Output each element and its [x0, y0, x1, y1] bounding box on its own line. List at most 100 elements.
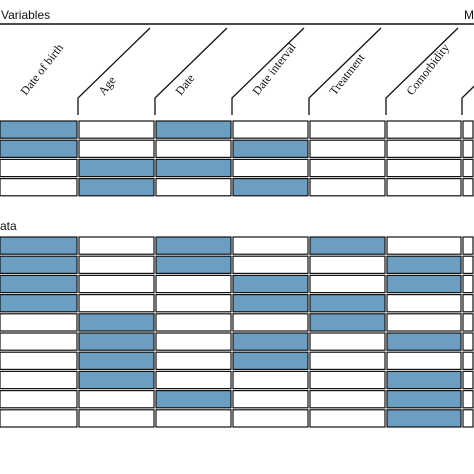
cell-empty — [462, 390, 474, 409]
column-label: Date interval — [249, 40, 299, 98]
cell-filled — [155, 390, 232, 409]
column-label: Date of birth — [17, 41, 66, 98]
cell-empty — [0, 332, 78, 351]
cell-filled — [309, 236, 386, 255]
column-label: Treatment — [326, 50, 368, 98]
cell-empty — [462, 158, 474, 178]
cell-filled — [386, 409, 462, 428]
cell-filled — [386, 370, 462, 390]
cell-empty — [78, 139, 155, 158]
cell-empty — [78, 409, 155, 428]
cell-empty — [462, 139, 474, 158]
cell-empty — [0, 178, 78, 197]
cell-filled — [232, 351, 309, 371]
cell-empty — [155, 351, 232, 371]
cell-filled — [309, 294, 386, 313]
cell-filled — [0, 294, 78, 313]
column-header-labels: Date of birth Age Date Date interval Treatme… — [17, 40, 452, 98]
cell-filled — [78, 178, 155, 197]
cell-empty — [78, 255, 155, 275]
column-divider — [154, 27, 228, 115]
cell-empty — [232, 255, 309, 275]
cell-empty — [155, 409, 232, 428]
cell-empty — [155, 178, 232, 197]
column-divider — [385, 27, 459, 115]
cell-empty — [155, 370, 232, 390]
cell-empty — [0, 370, 78, 390]
cell-empty — [78, 390, 155, 409]
cell-filled — [386, 255, 462, 275]
column-header-dividers — [0, 23, 474, 115]
cell-filled — [232, 294, 309, 313]
cell-filled — [0, 236, 78, 255]
section-heading-variables: Variables — [1, 8, 51, 22]
cell-empty — [78, 120, 155, 139]
cell-empty — [155, 294, 232, 313]
cell-filled — [232, 274, 309, 294]
cell-empty — [155, 274, 232, 294]
cell-empty — [232, 158, 309, 178]
cell-empty — [386, 313, 462, 332]
cell-empty — [232, 390, 309, 409]
cell-filled — [0, 139, 78, 158]
cell-empty — [232, 409, 309, 428]
cell-empty — [462, 178, 474, 197]
cell-empty — [0, 409, 78, 428]
column-divider — [231, 27, 305, 115]
cell-filled — [232, 178, 309, 197]
cell-empty — [0, 158, 78, 178]
cell-filled — [0, 274, 78, 294]
cell-filled — [386, 390, 462, 409]
cell-empty — [155, 313, 232, 332]
cell-empty — [462, 294, 474, 313]
cell-empty — [386, 178, 462, 197]
cell-filled — [0, 255, 78, 275]
cell-empty — [232, 236, 309, 255]
section-heading-data: ata — [0, 219, 17, 233]
cell-filled — [78, 158, 155, 178]
cell-filled — [78, 332, 155, 351]
cell-empty — [386, 120, 462, 139]
column-label: Date — [172, 71, 197, 97]
cell-filled — [155, 255, 232, 275]
cell-empty — [462, 332, 474, 351]
cell-empty — [462, 409, 474, 428]
cell-empty — [0, 313, 78, 332]
cell-filled — [155, 236, 232, 255]
cell-empty — [309, 332, 386, 351]
cell-empty — [78, 236, 155, 255]
cell-empty — [232, 370, 309, 390]
cell-empty — [462, 274, 474, 294]
cell-empty — [462, 370, 474, 390]
column-divider — [77, 27, 151, 115]
column-label: Comorbidity — [403, 41, 452, 98]
cell-empty — [309, 178, 386, 197]
cell-filled — [155, 158, 232, 178]
cell-empty — [462, 120, 474, 139]
cell-filled — [155, 120, 232, 139]
cell-empty — [309, 120, 386, 139]
cell-empty — [462, 236, 474, 255]
cell-filled — [309, 313, 386, 332]
cell-empty — [309, 351, 386, 371]
cell-empty — [309, 409, 386, 428]
cell-empty — [309, 139, 386, 158]
cell-empty — [232, 313, 309, 332]
cell-filled — [78, 370, 155, 390]
cell-empty — [155, 139, 232, 158]
cell-empty — [309, 274, 386, 294]
column-divider — [308, 27, 382, 115]
cell-empty — [309, 158, 386, 178]
cell-empty — [386, 158, 462, 178]
cell-empty — [386, 236, 462, 255]
cell-empty — [386, 139, 462, 158]
cell-empty — [78, 294, 155, 313]
cell-empty — [309, 370, 386, 390]
cell-filled — [232, 332, 309, 351]
cell-filled — [232, 139, 309, 158]
section-heading-right-cut: M — [464, 8, 474, 22]
cell-filled — [0, 120, 78, 139]
cell-empty — [155, 332, 232, 351]
column-divider — [461, 85, 474, 115]
